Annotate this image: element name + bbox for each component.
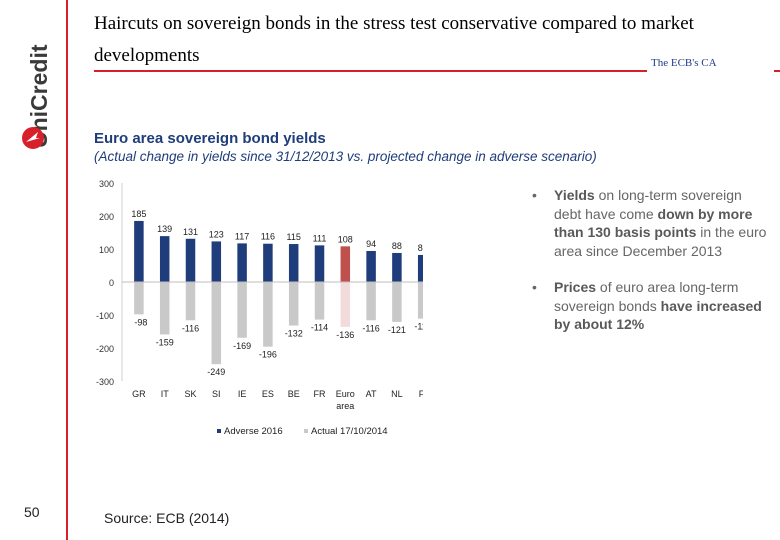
bar-adverse-2016 [159, 236, 170, 282]
bar-actual-2014 [366, 282, 376, 321]
data-label-adverse: 94 [366, 239, 376, 249]
bullet-item: • Yields on long-term sovereign debt have… [532, 186, 768, 260]
bar-actual-2014 [185, 282, 196, 321]
source-note: Source: ECB (2014) [104, 510, 230, 526]
bar-actual-2014 [314, 282, 325, 320]
data-label-actual: -159 [156, 337, 174, 347]
data-label-actual: -132 [285, 329, 303, 339]
unicredit-arrow-icon [22, 127, 44, 149]
bar-adverse-2016 [288, 244, 299, 282]
data-label-actual: -136 [336, 330, 354, 340]
y-tick-label: -300 [96, 377, 114, 387]
legend-swatch-adverse [217, 429, 221, 433]
bullet-text-bold: Yields [554, 187, 595, 203]
bar-actual-2014 [263, 282, 273, 347]
bar-actual-2014 [417, 282, 423, 319]
data-label-actual: -116 [362, 323, 379, 333]
chart-subtitle: (Actual change in yields since 31/12/201… [94, 149, 597, 164]
data-label-actual: -116 [182, 323, 199, 333]
bar-adverse-2016 [263, 243, 273, 282]
bullet-list: • Yields on long-term sovereign debt have… [532, 186, 768, 334]
data-label-adverse: 117 [235, 231, 249, 241]
bar-adverse-2016 [314, 245, 325, 282]
x-tick-label: FR [314, 389, 326, 399]
bullet-text-bold: down by more than 130 basis points [554, 205, 753, 241]
x-tick-label: IT [161, 389, 170, 399]
bullet-text: of euro area long-term sovereign bonds [554, 279, 739, 314]
data-label-actual: -196 [259, 350, 277, 360]
data-label-actual: -114 [311, 323, 328, 333]
bullet-text-bold: Prices [554, 279, 597, 295]
data-label-adverse: 139 [157, 224, 172, 234]
title-underline-tick [774, 70, 780, 72]
x-tick-label: Euro [336, 389, 355, 399]
legend-label-actual: Actual 17/10/2014 [311, 426, 388, 437]
title-underline [94, 70, 647, 72]
bar-adverse-2016 [366, 250, 376, 282]
bullet-item: • Prices of euro area long-term sovereign… [532, 278, 768, 334]
bar-actual-2014 [159, 282, 170, 335]
bar-adverse-2016 [392, 252, 402, 282]
section-label: The ECB's CA [651, 57, 717, 69]
bar-adverse-2016 [417, 254, 423, 282]
y-tick-label: 300 [99, 179, 114, 189]
y-tick-label: 100 [99, 245, 114, 255]
data-label-adverse: 82 [418, 243, 423, 253]
y-tick-label: -200 [96, 344, 114, 354]
data-label-actual: -111 [414, 322, 423, 332]
x-tick-label: FI [419, 389, 423, 399]
bullet-dot: • [532, 279, 537, 295]
bullet-text: in the euro area since December 2013 [554, 224, 767, 259]
slide-title: Haircuts on sovereign bonds in the stres… [94, 13, 694, 66]
bar-actual-2014 [340, 282, 351, 327]
x-tick-label: IE [238, 389, 247, 399]
data-label-adverse: 111 [313, 233, 327, 243]
legend-label-adverse: Adverse 2016 [224, 426, 283, 437]
x-tick-label: SI [212, 389, 221, 399]
bar-actual-2014 [237, 282, 247, 338]
data-label-actual: -249 [207, 367, 225, 377]
x-tick-label: GR [132, 389, 146, 399]
bullet-dot: • [532, 187, 537, 203]
data-label-adverse: 123 [209, 229, 224, 239]
y-tick-label: 0 [109, 278, 114, 288]
data-label-actual: -98 [134, 317, 147, 327]
bar-actual-2014 [211, 282, 222, 365]
bar-adverse-2016 [134, 220, 144, 282]
data-label-adverse: 108 [338, 234, 353, 244]
y-tick-label: -100 [96, 311, 114, 321]
x-tick-label: area [336, 401, 354, 411]
data-label-adverse: 131 [183, 227, 198, 237]
x-tick-label: NL [391, 389, 403, 399]
data-label-adverse: 115 [287, 232, 301, 242]
unicredit-logo: UniCredit [22, 44, 52, 149]
bullet-text-bold: have increased by about 12% [554, 297, 762, 333]
data-label-adverse: 185 [131, 209, 146, 219]
bar-actual-2014 [392, 282, 402, 322]
bar-adverse-2016 [211, 241, 222, 282]
data-label-actual: -121 [388, 325, 406, 335]
data-label-adverse: 88 [392, 241, 402, 251]
bar-adverse-2016 [237, 243, 247, 282]
data-label-actual: -169 [233, 341, 251, 351]
bullet-text: on long-term sovereign debt have come [554, 187, 742, 222]
bar-adverse-2016 [340, 246, 351, 282]
bond-yields-chart: 300 200 100 0 -100 -200 -300 185 -98 GR 139 -159 IT 1… [96, 179, 423, 437]
data-label-adverse: 116 [261, 232, 275, 242]
bar-adverse-2016 [185, 238, 196, 282]
y-tick-label: 200 [99, 212, 114, 222]
chart-title: Euro area sovereign bond yields [94, 130, 326, 147]
x-tick-label: BE [288, 389, 300, 399]
x-tick-label: ES [262, 389, 274, 399]
x-tick-label: AT [366, 389, 377, 399]
x-tick-label: SK [184, 389, 196, 399]
legend-swatch-actual [304, 429, 308, 433]
bar-actual-2014 [134, 282, 144, 315]
page-number: 50 [24, 504, 40, 520]
bar-actual-2014 [288, 282, 299, 326]
sidebar-red-rule [66, 0, 68, 540]
